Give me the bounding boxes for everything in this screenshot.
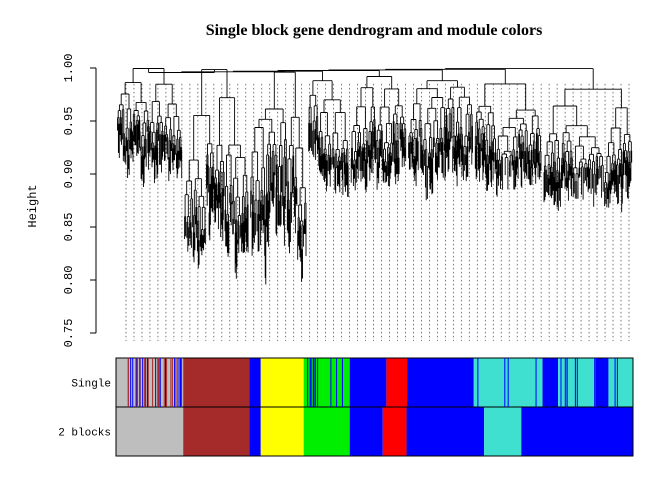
module-color-stripe xyxy=(157,358,159,407)
y-tick-label: 0.85 xyxy=(62,213,76,242)
y-tick-label: 0.90 xyxy=(62,160,76,189)
module-color-stripe xyxy=(560,358,562,407)
module-color-stripe xyxy=(170,358,172,407)
module-color-stripe xyxy=(564,358,566,407)
module-color-stripe xyxy=(330,358,332,407)
module-color-segment xyxy=(303,407,350,456)
module-color-stripe xyxy=(164,358,166,407)
module-color-segment xyxy=(183,358,250,407)
module-color-stripe xyxy=(507,358,509,407)
module-color-stripe xyxy=(341,358,343,407)
color-row-label: Single xyxy=(71,379,111,391)
y-axis: 0.75 0.80 0.85 0.90 0.95 1.00 xyxy=(62,54,97,348)
module-color-stripe xyxy=(504,358,506,407)
module-color-stripe xyxy=(594,358,596,407)
dendrogram-tree xyxy=(117,68,633,285)
color-row-label: 2 blocks xyxy=(58,428,111,440)
module-color-segment xyxy=(183,407,250,456)
module-color-stripe xyxy=(607,358,609,407)
y-tick-label: 1.00 xyxy=(62,54,76,83)
module-color-stripe xyxy=(136,358,138,407)
module-color-segment xyxy=(249,407,261,456)
dendrogram-branches xyxy=(117,68,633,285)
module-color-stripe xyxy=(146,358,148,407)
module-color-stripe xyxy=(616,358,618,407)
module-color-segment xyxy=(558,358,596,407)
y-tick-label: 0.95 xyxy=(62,107,76,136)
module-color-stripe xyxy=(309,358,311,407)
module-color-stripe xyxy=(136,358,138,407)
module-color-stripe xyxy=(614,358,616,407)
module-color-stripe xyxy=(566,358,568,407)
module-color-stripe xyxy=(130,358,132,407)
module-color-segment xyxy=(249,358,261,407)
module-color-stripe xyxy=(574,358,576,407)
module-color-segment xyxy=(116,358,184,407)
module-color-segment xyxy=(608,358,633,407)
module-color-stripe xyxy=(142,358,144,407)
module-color-stripe xyxy=(147,358,149,407)
module-color-segment xyxy=(595,358,609,407)
module-color-stripe xyxy=(132,358,134,407)
module-color-stripe xyxy=(135,358,137,407)
module-color-segment xyxy=(349,407,383,456)
module-color-segment xyxy=(406,407,485,456)
module-color-stripe xyxy=(313,358,315,407)
module-color-stripe xyxy=(544,358,546,407)
module-color-segment xyxy=(484,407,522,456)
y-tick-label: 0.80 xyxy=(62,266,76,295)
module-color-segment xyxy=(116,407,184,456)
module-color-stripe xyxy=(312,358,314,407)
module-color-stripe xyxy=(595,358,597,407)
module-color-stripe xyxy=(310,358,312,407)
module-color-stripe xyxy=(314,358,316,407)
module-color-segment xyxy=(542,358,559,407)
y-tick-label: 0.75 xyxy=(62,319,76,348)
module-color-segment xyxy=(521,407,633,456)
module-color-segment xyxy=(386,358,408,407)
module-color-stripe xyxy=(604,358,606,407)
module-color-stripe xyxy=(175,358,177,407)
y-axis-label: Height xyxy=(26,184,40,227)
module-color-stripe xyxy=(155,358,157,407)
module-color-segment xyxy=(407,358,474,407)
module-color-stripe xyxy=(157,358,159,407)
module-color-stripe xyxy=(336,358,338,407)
module-color-stripe xyxy=(179,358,181,407)
module-color-segment xyxy=(260,358,304,407)
module-color-stripe xyxy=(159,358,161,407)
chart-title: Single block gene dendrogram and module … xyxy=(206,22,543,39)
module-color-stripe xyxy=(177,358,179,407)
module-color-segment xyxy=(260,407,304,456)
module-color-stripe xyxy=(180,358,182,407)
module-color-stripe xyxy=(317,358,319,407)
module-color-segment xyxy=(382,407,407,456)
module-color-stripe xyxy=(181,358,183,407)
color-row-border xyxy=(115,406,634,457)
module-color-stripe xyxy=(547,358,549,407)
module-color-stripe xyxy=(127,358,129,407)
module-color-stripe xyxy=(171,358,173,407)
module-color-stripe xyxy=(166,358,168,407)
module-color-stripe xyxy=(139,358,141,407)
module-color-stripe xyxy=(152,358,154,407)
module-color-stripe xyxy=(174,358,176,407)
module-color-stripe xyxy=(163,358,165,407)
module-color-stripe xyxy=(144,358,146,407)
module-color-stripe xyxy=(145,358,147,407)
module-color-segment xyxy=(349,358,387,407)
module-color-stripe xyxy=(307,358,309,407)
module-color-stripe xyxy=(477,358,479,407)
module-color-stripe xyxy=(158,358,160,407)
module-color-rows: Single 2 blocks xyxy=(58,357,634,457)
module-color-stripe xyxy=(535,358,537,407)
module-color-stripe xyxy=(576,358,578,407)
